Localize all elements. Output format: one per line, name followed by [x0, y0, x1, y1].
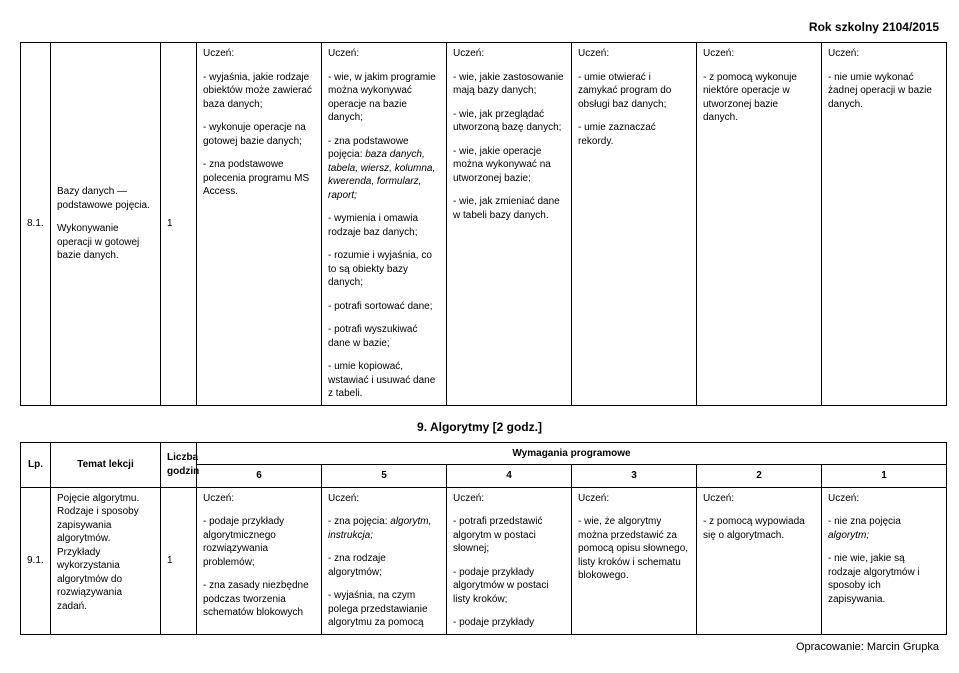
grade-col-4: 4	[447, 465, 572, 488]
col-header-topic: Temat lekcji	[51, 442, 161, 487]
req-text: - wie, jakie zastosowanie mają bazy dany…	[453, 71, 565, 98]
grade-col-2: 2	[697, 465, 822, 488]
req-text: - potrafi przedstawić algorytm w postaci…	[453, 515, 565, 556]
uczen-label: Uczeń:	[578, 492, 690, 506]
table-row: 9.1. Pojęcie algorytmu. Rodzaje i sposob…	[21, 487, 947, 634]
cell-grade-4: Uczeń: - wie, jakie zastosowanie mają ba…	[447, 43, 572, 406]
req-text: - zna rodzaje algorytmów;	[328, 552, 440, 579]
cell-grade-6: Uczeń: - wyjaśnia, jakie rodzaje obiektó…	[197, 43, 322, 406]
uczen-label: Uczeń:	[828, 47, 940, 61]
cell-hours: 1	[161, 487, 197, 634]
req-text: - wie, jak przeglądać utworzoną bazę dan…	[453, 108, 565, 135]
table-row: 8.1. Bazy danych — podstawowe pojęcia. W…	[21, 43, 947, 406]
req-text: - podaje przykłady algorytmicznego rozwi…	[203, 515, 315, 569]
cell-lp: 9.1.	[21, 487, 51, 634]
cell-grade-5: Uczeń: - wie, w jakim programie można wy…	[322, 43, 447, 406]
uczen-label: Uczeń:	[203, 47, 315, 61]
req-text: - rozumie i wyjaśnia, co to są obiekty b…	[328, 249, 440, 290]
grade-col-5: 5	[322, 465, 447, 488]
section-9-title: 9. Algorytmy [2 godz.]	[20, 420, 939, 434]
grade-col-3: 3	[572, 465, 697, 488]
req-text: - umie zaznaczać rekordy.	[578, 121, 690, 148]
req-text: - wyjaśnia, na czym polega przedstawiani…	[328, 589, 440, 630]
footer-credit: Opracowanie: Marcin Grupka	[20, 641, 939, 653]
req-text-italic: algorytm;	[828, 530, 869, 541]
uczen-label: Uczeń:	[703, 492, 815, 506]
cell-lp: 8.1.	[21, 43, 51, 406]
req-text: - podaje przykłady	[453, 616, 565, 630]
req-text: - wie, jak zmieniać dane w tabeli bazy d…	[453, 195, 565, 222]
req-text: - wie, że algorytmy można przedstawić za…	[578, 515, 690, 583]
cell-grade-1: Uczeń: - nie umie wykonać żadnej operacj…	[822, 43, 947, 406]
req-text: - wie, jakie operacje można wykonywać na…	[453, 145, 565, 186]
cell-grade-3: Uczeń: - umie otwierać i zamykać program…	[572, 43, 697, 406]
req-text: - nie wie, jakie są rodzaje algorytmów i…	[828, 552, 940, 606]
cell-grade-4: Uczeń: - potrafi przedstawić algorytm w …	[447, 487, 572, 634]
cell-topic: Bazy danych — podstawowe pojęcia. Wykony…	[51, 43, 161, 406]
uczen-label: Uczeń:	[203, 492, 315, 506]
req-text: - wyjaśnia, jakie rodzaje obiektów może …	[203, 71, 315, 112]
uczen-label: Uczeń:	[453, 47, 565, 61]
req-text: - nie zna pojęcia algorytm;	[828, 515, 940, 542]
uczen-label: Uczeń:	[453, 492, 565, 506]
uczen-label: Uczeń:	[328, 492, 440, 506]
grade-col-1: 1	[822, 465, 947, 488]
cell-topic: Pojęcie algorytmu. Rodzaje i sposoby zap…	[51, 487, 161, 634]
cell-grade-3: Uczeń: - wie, że algorytmy można przedst…	[572, 487, 697, 634]
req-text: - wykonuje operacje na gotowej bazie dan…	[203, 121, 315, 148]
req-text: - potrafi sortować dane;	[328, 300, 440, 314]
req-text: - umie otwierać i zamykać program do obs…	[578, 71, 690, 112]
uczen-label: Uczeń:	[703, 47, 815, 61]
req-text: - wymienia i omawia rodzaje baz danych;	[328, 212, 440, 239]
req-text: - zna pojęcia: algorytm, instrukcja;	[328, 515, 440, 542]
req-text: - potrafi wyszukiwać dane w bazie;	[328, 323, 440, 350]
topic-line1: Bazy danych — podstawowe pojęcia.	[57, 185, 154, 212]
col-header-lp: Lp.	[21, 442, 51, 487]
req-text: - nie umie wykonać żadnej operacji w baz…	[828, 71, 940, 112]
req-text: - umie kopiować, wstawiać i usuwać dane …	[328, 360, 440, 401]
req-text: - podaje przykłady algorytmów w postaci …	[453, 566, 565, 607]
table-section-8: 8.1. Bazy danych — podstawowe pojęcia. W…	[20, 42, 947, 406]
cell-grade-1: Uczeń: - nie zna pojęcia algorytm; - nie…	[822, 487, 947, 634]
uczen-label: Uczeń:	[578, 47, 690, 61]
school-year-header: Rok szkolny 2104/2015	[20, 20, 939, 34]
table-header-row: Lp. Temat lekcji Liczba godzin Wymagania…	[21, 442, 947, 465]
cell-grade-6: Uczeń: - podaje przykłady algorytmiczneg…	[197, 487, 322, 634]
cell-grade-5: Uczeń: - zna pojęcia: algorytm, instrukc…	[322, 487, 447, 634]
req-text: - wie, w jakim programie można wykonywać…	[328, 71, 440, 125]
req-text: - zna zasady niezbędne podczas tworzenia…	[203, 579, 315, 620]
table-section-9: Lp. Temat lekcji Liczba godzin Wymagania…	[20, 442, 947, 635]
req-text-plain: - nie zna pojęcia	[828, 516, 901, 527]
req-text: - zna podstawowe pojęcia: baza danych, t…	[328, 135, 440, 203]
cell-hours: 1	[161, 43, 197, 406]
req-text-plain: - zna pojęcia:	[328, 516, 390, 527]
uczen-label: Uczeń:	[328, 47, 440, 61]
cell-grade-2: Uczeń: - z pomocą wykonuje niektóre oper…	[697, 43, 822, 406]
grade-col-6: 6	[197, 465, 322, 488]
uczen-label: Uczeń:	[828, 492, 940, 506]
col-header-hours: Liczba godzin	[161, 442, 197, 487]
col-header-wymagania: Wymagania programowe	[197, 442, 947, 465]
req-text: - zna podstawowe polecenia programu MS A…	[203, 158, 315, 199]
cell-grade-2: Uczeń: - z pomocą wypowiada się o algory…	[697, 487, 822, 634]
topic-line2: Wykonywanie operacji w gotowej bazie dan…	[57, 222, 154, 263]
req-text: - z pomocą wykonuje niektóre operacje w …	[703, 71, 815, 125]
req-text: - z pomocą wypowiada się o algorytmach.	[703, 515, 815, 542]
